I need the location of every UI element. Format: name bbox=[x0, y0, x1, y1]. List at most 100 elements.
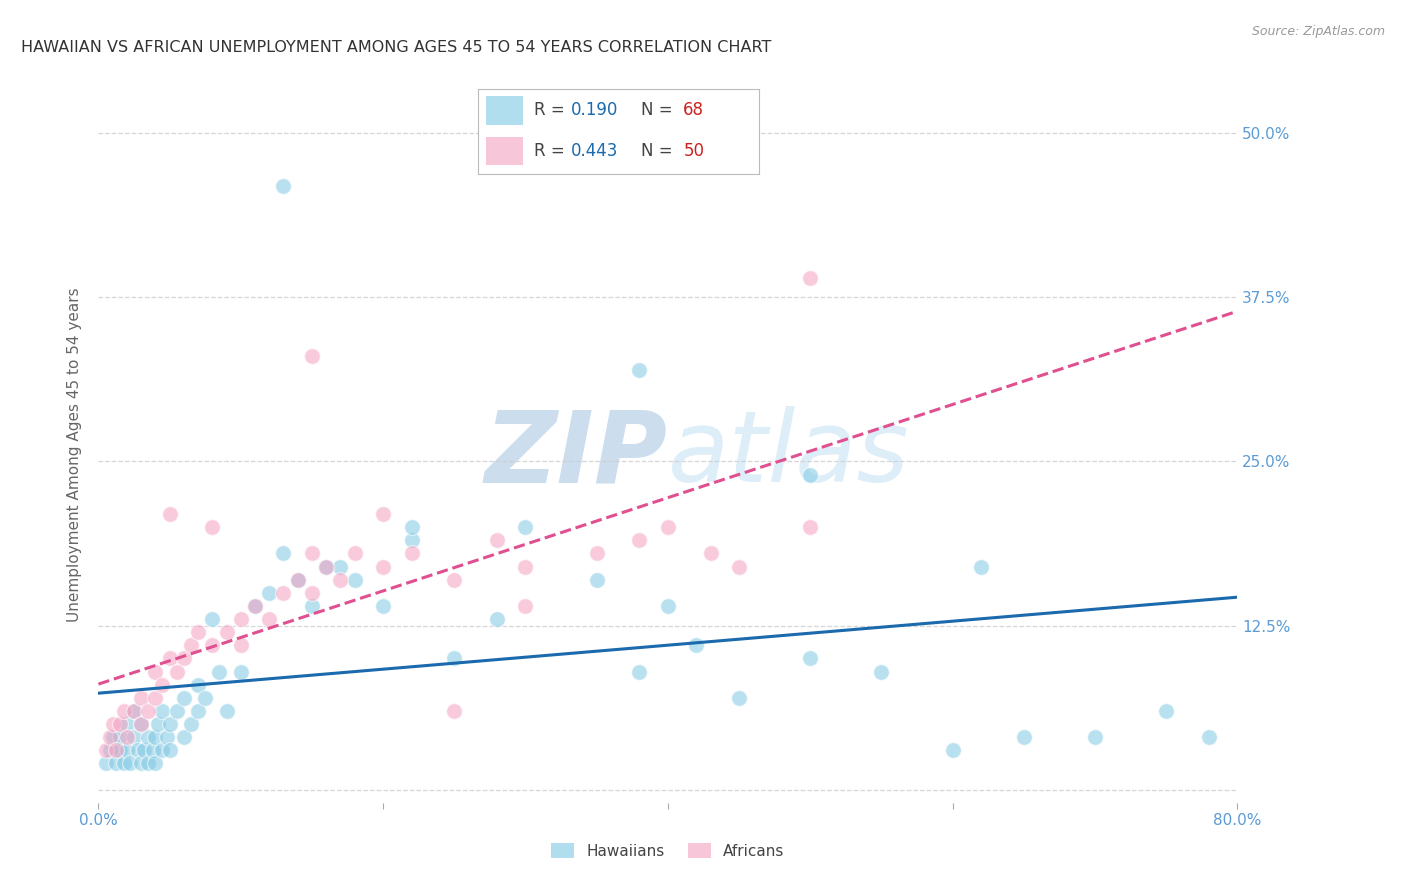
Point bbox=[148, 717, 170, 731]
Point bbox=[187, 678, 209, 692]
Point bbox=[329, 573, 352, 587]
Point bbox=[628, 665, 651, 679]
Point bbox=[115, 717, 138, 731]
Point bbox=[145, 730, 167, 744]
Point bbox=[728, 559, 751, 574]
Text: 0.443: 0.443 bbox=[571, 142, 619, 160]
Point bbox=[515, 559, 537, 574]
Point bbox=[115, 743, 138, 757]
Point bbox=[180, 717, 202, 731]
Point bbox=[101, 730, 124, 744]
Point bbox=[1084, 730, 1107, 744]
Point bbox=[401, 533, 423, 548]
Point bbox=[115, 730, 138, 744]
Text: N =: N = bbox=[641, 102, 678, 120]
Point bbox=[301, 586, 323, 600]
Point bbox=[373, 507, 395, 521]
Point bbox=[159, 743, 181, 757]
Point bbox=[145, 756, 167, 771]
Point bbox=[173, 730, 195, 744]
Text: atlas: atlas bbox=[668, 407, 910, 503]
Point bbox=[108, 743, 131, 757]
Text: 0.190: 0.190 bbox=[571, 102, 619, 120]
Point bbox=[1154, 704, 1177, 718]
Point bbox=[373, 559, 395, 574]
Point bbox=[156, 730, 179, 744]
Point bbox=[166, 665, 188, 679]
Point bbox=[373, 599, 395, 613]
Point bbox=[243, 599, 266, 613]
Point bbox=[799, 270, 821, 285]
Point bbox=[166, 704, 188, 718]
Point bbox=[94, 756, 117, 771]
Point bbox=[699, 546, 721, 560]
Text: R =: R = bbox=[534, 102, 571, 120]
Point bbox=[585, 546, 607, 560]
Point bbox=[301, 350, 323, 364]
Point bbox=[301, 546, 323, 560]
Point bbox=[201, 612, 224, 626]
Point bbox=[486, 533, 509, 548]
Point bbox=[152, 743, 174, 757]
Point bbox=[515, 520, 537, 534]
Point bbox=[273, 546, 295, 560]
Point bbox=[173, 690, 195, 705]
Point bbox=[187, 704, 209, 718]
Point bbox=[101, 717, 124, 731]
Text: 50: 50 bbox=[683, 142, 704, 160]
Point bbox=[229, 612, 252, 626]
Point bbox=[515, 599, 537, 613]
Point bbox=[201, 520, 224, 534]
Point bbox=[728, 690, 751, 705]
Point bbox=[685, 638, 707, 652]
Point bbox=[159, 717, 181, 731]
Point bbox=[201, 638, 224, 652]
Text: R =: R = bbox=[534, 142, 571, 160]
Point bbox=[215, 625, 238, 640]
Point bbox=[1012, 730, 1035, 744]
Point bbox=[159, 507, 181, 521]
Point bbox=[585, 573, 607, 587]
Point bbox=[112, 756, 135, 771]
Point bbox=[94, 743, 117, 757]
Y-axis label: Unemployment Among Ages 45 to 54 years: Unemployment Among Ages 45 to 54 years bbox=[67, 287, 83, 623]
Point bbox=[273, 586, 295, 600]
Point bbox=[122, 704, 145, 718]
Point bbox=[799, 651, 821, 665]
Point bbox=[287, 573, 309, 587]
Point bbox=[136, 704, 159, 718]
Point bbox=[343, 546, 366, 560]
Point bbox=[145, 665, 167, 679]
Point bbox=[401, 546, 423, 560]
Point bbox=[173, 651, 195, 665]
Point bbox=[942, 743, 965, 757]
Text: N =: N = bbox=[641, 142, 678, 160]
Point bbox=[136, 756, 159, 771]
Point bbox=[343, 573, 366, 587]
Point bbox=[112, 704, 135, 718]
Point bbox=[243, 599, 266, 613]
Point bbox=[259, 586, 281, 600]
Text: ZIP: ZIP bbox=[485, 407, 668, 503]
Point bbox=[136, 730, 159, 744]
Point bbox=[229, 638, 252, 652]
Point bbox=[799, 467, 821, 482]
Point bbox=[104, 756, 127, 771]
Point bbox=[273, 178, 295, 193]
Point bbox=[108, 717, 131, 731]
Point bbox=[970, 559, 993, 574]
Point bbox=[132, 743, 155, 757]
Point bbox=[229, 665, 252, 679]
Point bbox=[443, 651, 465, 665]
Point bbox=[486, 612, 509, 626]
Point bbox=[657, 520, 679, 534]
Point bbox=[870, 665, 893, 679]
Point bbox=[152, 678, 174, 692]
Point bbox=[315, 559, 337, 574]
Point bbox=[657, 599, 679, 613]
Point bbox=[122, 730, 145, 744]
Point bbox=[129, 717, 152, 731]
Point bbox=[122, 704, 145, 718]
Point bbox=[104, 743, 127, 757]
Point bbox=[628, 362, 651, 376]
